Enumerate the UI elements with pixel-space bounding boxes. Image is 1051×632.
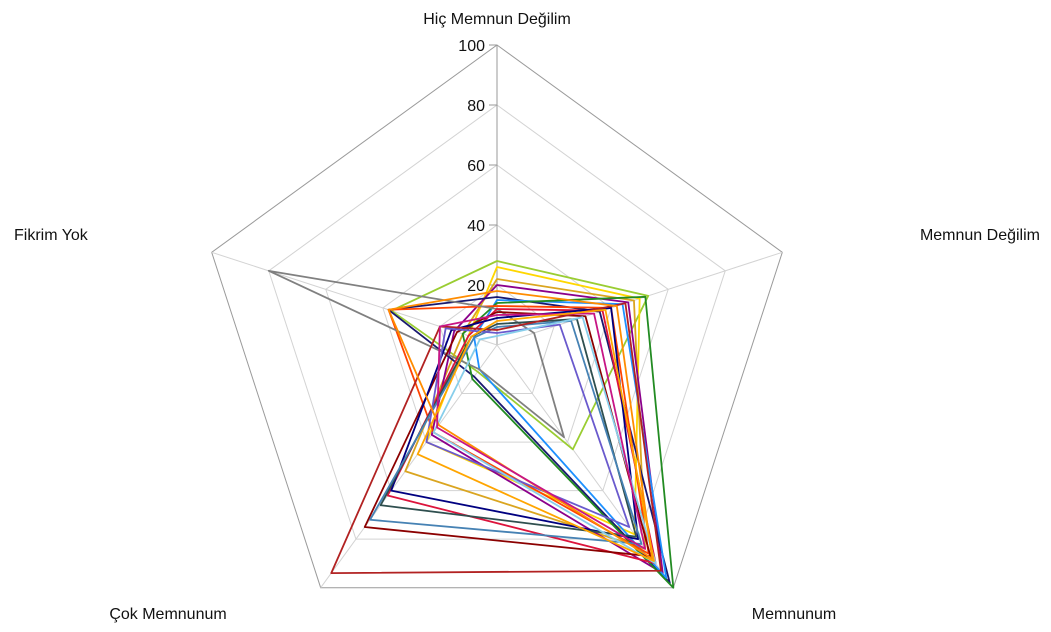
axis-label: Memnunum [752, 606, 836, 623]
tick-label: 80 [467, 98, 485, 115]
series-line-4 [430, 284, 664, 575]
grid-spoke [320, 344, 498, 588]
grid-ring [268, 104, 726, 540]
axis-label: Çok Memnunum [109, 606, 226, 623]
series-line-16 [425, 323, 631, 528]
series-line-1 [390, 260, 650, 451]
series-line-18 [387, 290, 654, 560]
tick-label: 100 [458, 38, 485, 55]
series-line-5 [387, 296, 671, 584]
axis-label: Memnun Değilim [920, 227, 1040, 244]
tick-label: 20 [467, 278, 485, 295]
axis-labels: Hiç Memnun Değilim Memnun Değilim Memnunum… [14, 11, 1040, 623]
series-line-20 [416, 308, 655, 562]
tick-label: 40 [467, 218, 485, 235]
series-line-15 [330, 302, 662, 575]
axis-label: Fikrim Yok [14, 227, 89, 244]
series-line-17 [432, 316, 657, 565]
radar-grid [211, 44, 783, 589]
grid-ring [211, 44, 783, 589]
radial-tick-labels: 20 40 60 80 100 [458, 38, 485, 295]
tick-label: 60 [467, 158, 485, 175]
radar-series [267, 260, 675, 589]
series-line-8 [387, 305, 650, 555]
series-line-19 [436, 312, 647, 550]
axis-label: Hiç Memnun Değilim [423, 11, 571, 28]
